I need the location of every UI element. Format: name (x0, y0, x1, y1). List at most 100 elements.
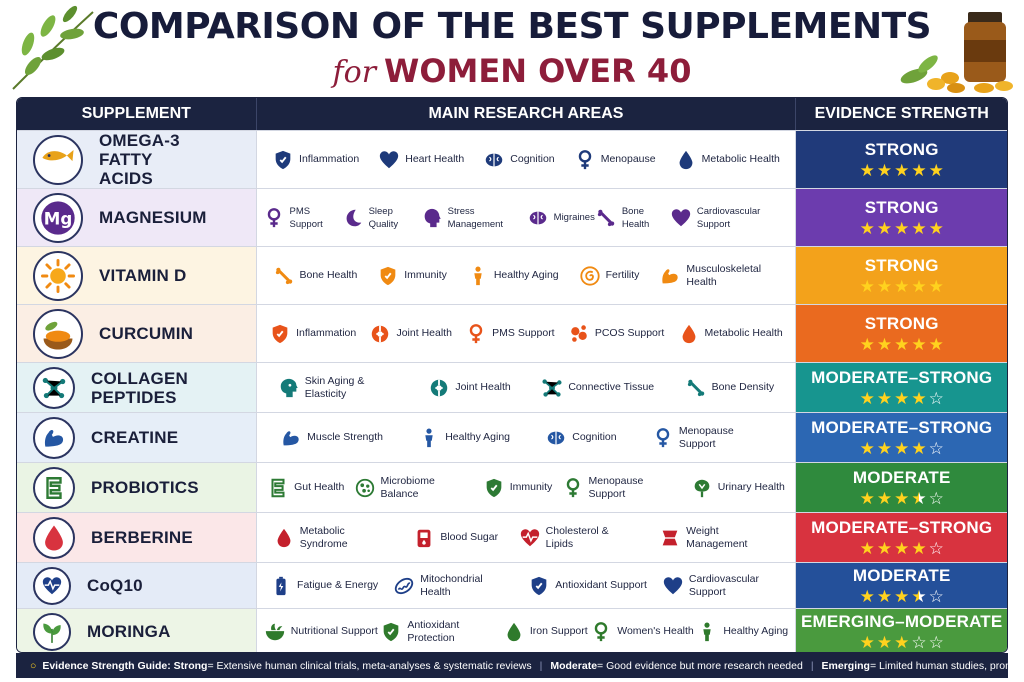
heart-icon (378, 149, 400, 171)
research-area-label: Menopause Support (588, 474, 644, 500)
star-icon: ★ (894, 586, 910, 606)
guide-strong: Strong (173, 659, 208, 672)
research-area-label: Sleep Quality (368, 205, 399, 230)
research-area: Cardiovascular Support (662, 573, 782, 599)
star-icon: ☆ (928, 538, 944, 558)
research-area: Menopause Support (562, 475, 682, 501)
female-symbol-icon (562, 477, 584, 499)
research-area: Inflammation (272, 149, 359, 171)
star-icon: ★ (859, 334, 875, 354)
research-area: Bone Health (595, 205, 670, 231)
research-area: Women's Health (590, 621, 694, 643)
star-icon: ☆ (928, 488, 944, 508)
star-icon: ☆ (928, 438, 944, 458)
research-area: Cognition (545, 427, 617, 449)
supplement-cell: BERBERINE (17, 513, 257, 562)
comparison-table: SUPPLEMENT MAIN RESEARCH AREAS EVIDENCE … (16, 97, 1008, 653)
leaf-icon (12, 5, 94, 90)
table-row: PROBIOTICS Gut Health Microbiome Balance Im… (17, 462, 1007, 512)
research-areas-cell: Inflammation Heart Health Cognition Menopau… (256, 131, 797, 188)
research-area: Microbiome Balance (354, 475, 474, 501)
research-area-label: Inflammation (296, 327, 357, 339)
research-area: Migraines (527, 207, 595, 229)
research-area-label: Heart Health (405, 153, 465, 165)
supplement-name: BERBERINE (91, 528, 193, 547)
shield-icon (528, 575, 550, 597)
column-header-research-areas: MAIN RESEARCH AREAS (257, 98, 797, 130)
research-area-label: Microbiome Balance (380, 474, 435, 500)
shield-icon (380, 621, 402, 643)
supplement-cell: CURCUMIN (17, 305, 257, 362)
research-area-label: PMS Support (289, 205, 323, 230)
research-area-label: Connective Tissue (568, 381, 655, 393)
leaf-icon (33, 612, 71, 651)
cells-icon (568, 323, 590, 345)
glucometer-icon (413, 527, 435, 549)
star-icon: ★ (859, 438, 875, 458)
research-area: Metabolic Syndrome (273, 525, 393, 551)
research-area-label: Joint Health (455, 381, 511, 393)
research-area-label: Skin Aging & Elasticity (304, 374, 365, 400)
research-area: Cardiovascular Support (670, 205, 790, 231)
research-area-label: Bone Health (299, 269, 358, 281)
evidence-strength-cell: STRONG ★ ★ ★ ★ ★ (796, 131, 1007, 188)
research-areas-cell: Inflammation Joint Health PMS Support PCOS … (256, 305, 797, 362)
evidence-strength-cell: STRONG ★ ★ ★ ★ ★ (796, 305, 1007, 362)
star-icon: ★ (894, 632, 910, 652)
star-rating: ★ ★ ★ ★ ☆ (860, 586, 944, 606)
research-area: Joint Health (369, 323, 452, 345)
head-icon (421, 207, 443, 229)
column-header-evidence: EVIDENCE STRENGTH (814, 105, 989, 122)
supplement-cell: PROBIOTICS (17, 463, 257, 512)
research-area: Menopause (574, 149, 656, 171)
research-area: Healthy Aging (467, 265, 559, 287)
gut-icon (267, 477, 289, 499)
research-area: Weight Management (659, 525, 779, 551)
star-icon: ★ (859, 488, 875, 508)
star-icon: ☆ (911, 632, 927, 652)
research-area-label: Urinary Health (717, 481, 785, 493)
joint-icon (369, 323, 391, 345)
heart-icon (670, 207, 692, 229)
research-area: Immunity (377, 265, 447, 287)
research-area: Bone Health (273, 265, 358, 287)
battery-icon (270, 575, 292, 597)
person-icon (418, 427, 440, 449)
research-area-label: Immunity (509, 481, 553, 493)
research-areas-cell: PMS Support Sleep Quality Stress Managemen… (256, 189, 797, 246)
star-icon: ★ (859, 388, 875, 408)
evidence-label: MODERATE–STRONG (811, 517, 993, 537)
supplement-name: CREATINE (91, 428, 179, 447)
research-areas-cell: Gut Health Microbiome Balance Immunity Meno… (256, 463, 797, 512)
subtitle-for: for (332, 55, 377, 90)
research-area: Antioxidant Support (528, 575, 647, 597)
drop-icon (678, 323, 700, 345)
subtitle-main: WOMEN OVER 40 (384, 52, 692, 90)
person-icon (696, 621, 718, 643)
research-area-label: Healthy Aging (445, 431, 511, 443)
evidence-strength-cell: MODERATE–STRONG ★ ★ ★ ★ ☆ (796, 513, 1007, 562)
heartbeat-icon (33, 566, 71, 605)
research-area-label: Menopause (600, 153, 656, 165)
star-rating: ★ ★ ★ ★ ★ (859, 334, 944, 354)
research-area: Inflammation (269, 323, 356, 345)
research-area-label: Women's Health (617, 625, 694, 637)
moon-icon (342, 207, 364, 229)
research-area-label: Antioxidant Protection (407, 618, 460, 644)
research-area-label: Cardiovascular Support (688, 572, 759, 598)
research-area-label: Fatigue & Energy (297, 579, 379, 591)
research-area-label: Iron Support (529, 625, 588, 637)
star-icon: ★ (911, 538, 927, 558)
star-icon: ★ (911, 218, 927, 238)
guide-moderate-desc: = Good evidence but more research needed (597, 659, 803, 672)
star-icon: ★ (928, 218, 944, 238)
header: COMPARISON OF THE BEST SUPPLEMENTS for WO… (0, 0, 1024, 96)
muscle-icon (280, 427, 302, 449)
molecule-icon (541, 377, 563, 399)
female-symbol-icon (652, 427, 674, 449)
star-icon: ☆ (928, 632, 944, 652)
research-area: PCOS Support (568, 323, 664, 345)
shield-icon (483, 477, 505, 499)
mitochondria-icon (393, 575, 415, 597)
research-area-label: Metabolic Health (701, 153, 780, 165)
